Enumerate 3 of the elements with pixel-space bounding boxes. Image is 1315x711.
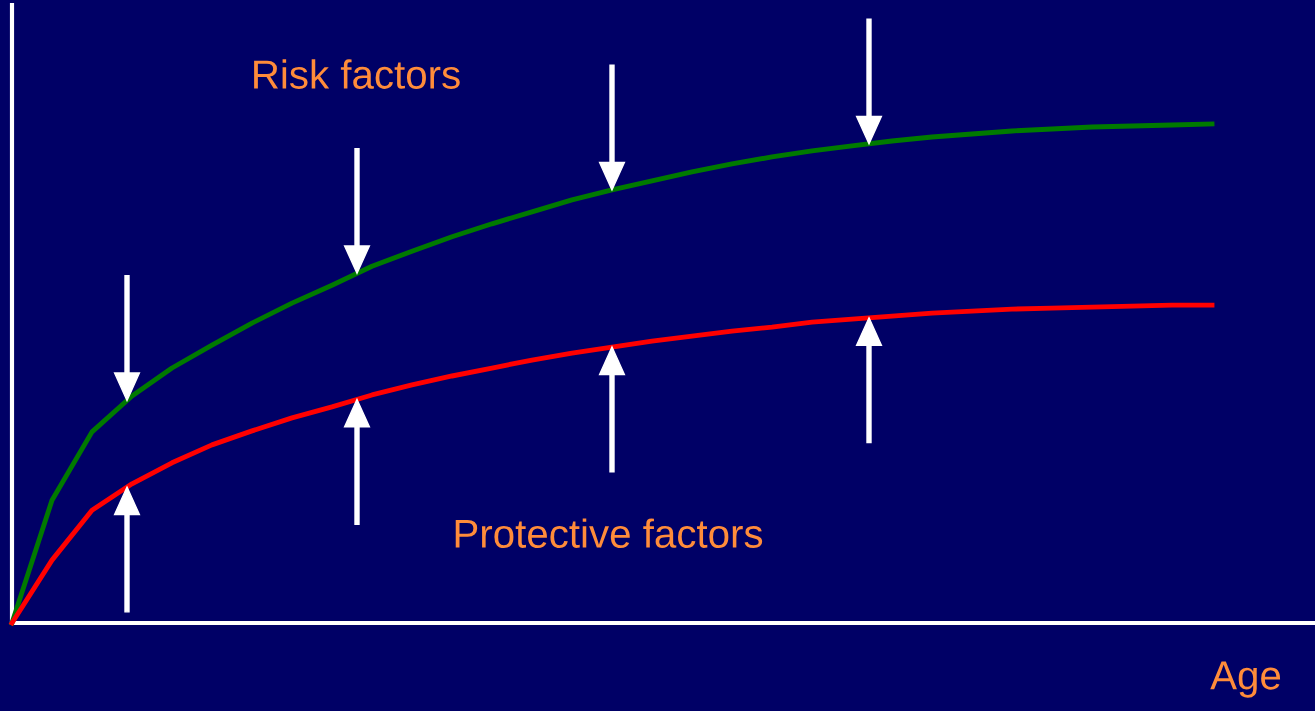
text: Risk factors	[254, 59, 460, 89]
annotation: Protective factors	[455, 518, 763, 548]
x-axis-title: Age	[1210, 661, 1281, 698]
